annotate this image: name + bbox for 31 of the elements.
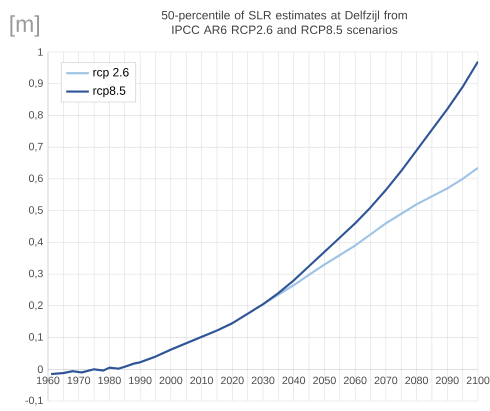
x-tick-label: 2040: [282, 376, 306, 384]
x-tick-label: 2080: [405, 376, 428, 384]
x-tick-label: 2020: [221, 376, 244, 384]
y-tick-label: -0,1: [25, 396, 43, 406]
y-tick-label: 0,6: [28, 174, 43, 184]
y-tick-label: 0,7: [28, 142, 43, 152]
x-tick-label: 2060: [344, 376, 367, 384]
legend-label: rcp 2.6: [93, 68, 129, 79]
y-tick-label: 0: [38, 366, 43, 374]
y-tick-label: 0,4: [28, 238, 43, 247]
x-tick-label: 2010: [190, 376, 213, 384]
x-tick-label: 2090: [436, 376, 459, 384]
x-tick-label: 1970: [68, 376, 90, 384]
legend-label: rcp8.5: [93, 86, 126, 98]
x-tick-label: 1980: [98, 376, 121, 384]
x-tick-label: 2050: [313, 376, 336, 384]
x-tick-label: 2030: [252, 376, 274, 384]
x-tick-label: 2000: [160, 376, 182, 384]
x-tick-label: 1960: [36, 376, 60, 384]
y-tick-label: 0,3: [28, 270, 43, 278]
x-tick-label: 1990: [129, 376, 152, 384]
x-tick-label: 2100: [466, 376, 490, 384]
y-tick-label: 0,8: [28, 111, 43, 120]
y-tick-label: 0,1: [28, 333, 43, 342]
y-tick-label: 0,5: [28, 206, 43, 216]
y-tick-label: 0,9: [28, 79, 43, 88]
y-tick-label: 1: [38, 48, 43, 56]
y-axis-title: [m]: [10, 15, 40, 37]
y-tick-label: 0,2: [28, 301, 43, 310]
x-tick-label: 2070: [374, 376, 398, 384]
chart-title: 50-percentile of SLR estimates at Delfzijl from IPCC AR6 RCP2.6 and RCP8.5 scenarios: [162, 10, 407, 34]
